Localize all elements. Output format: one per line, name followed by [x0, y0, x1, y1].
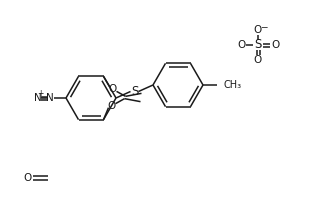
Text: O: O	[254, 55, 262, 65]
Text: O: O	[108, 84, 117, 94]
Text: O: O	[24, 173, 32, 183]
Text: S: S	[254, 38, 262, 51]
Text: +: +	[37, 88, 43, 98]
Text: N: N	[34, 93, 42, 103]
Text: O: O	[107, 101, 116, 111]
Text: O: O	[237, 40, 245, 50]
Text: O: O	[254, 25, 262, 35]
Text: S: S	[131, 85, 138, 98]
Text: N: N	[46, 93, 54, 103]
Text: −: −	[260, 23, 268, 32]
Text: CH₃: CH₃	[224, 80, 242, 90]
Text: O: O	[271, 40, 279, 50]
